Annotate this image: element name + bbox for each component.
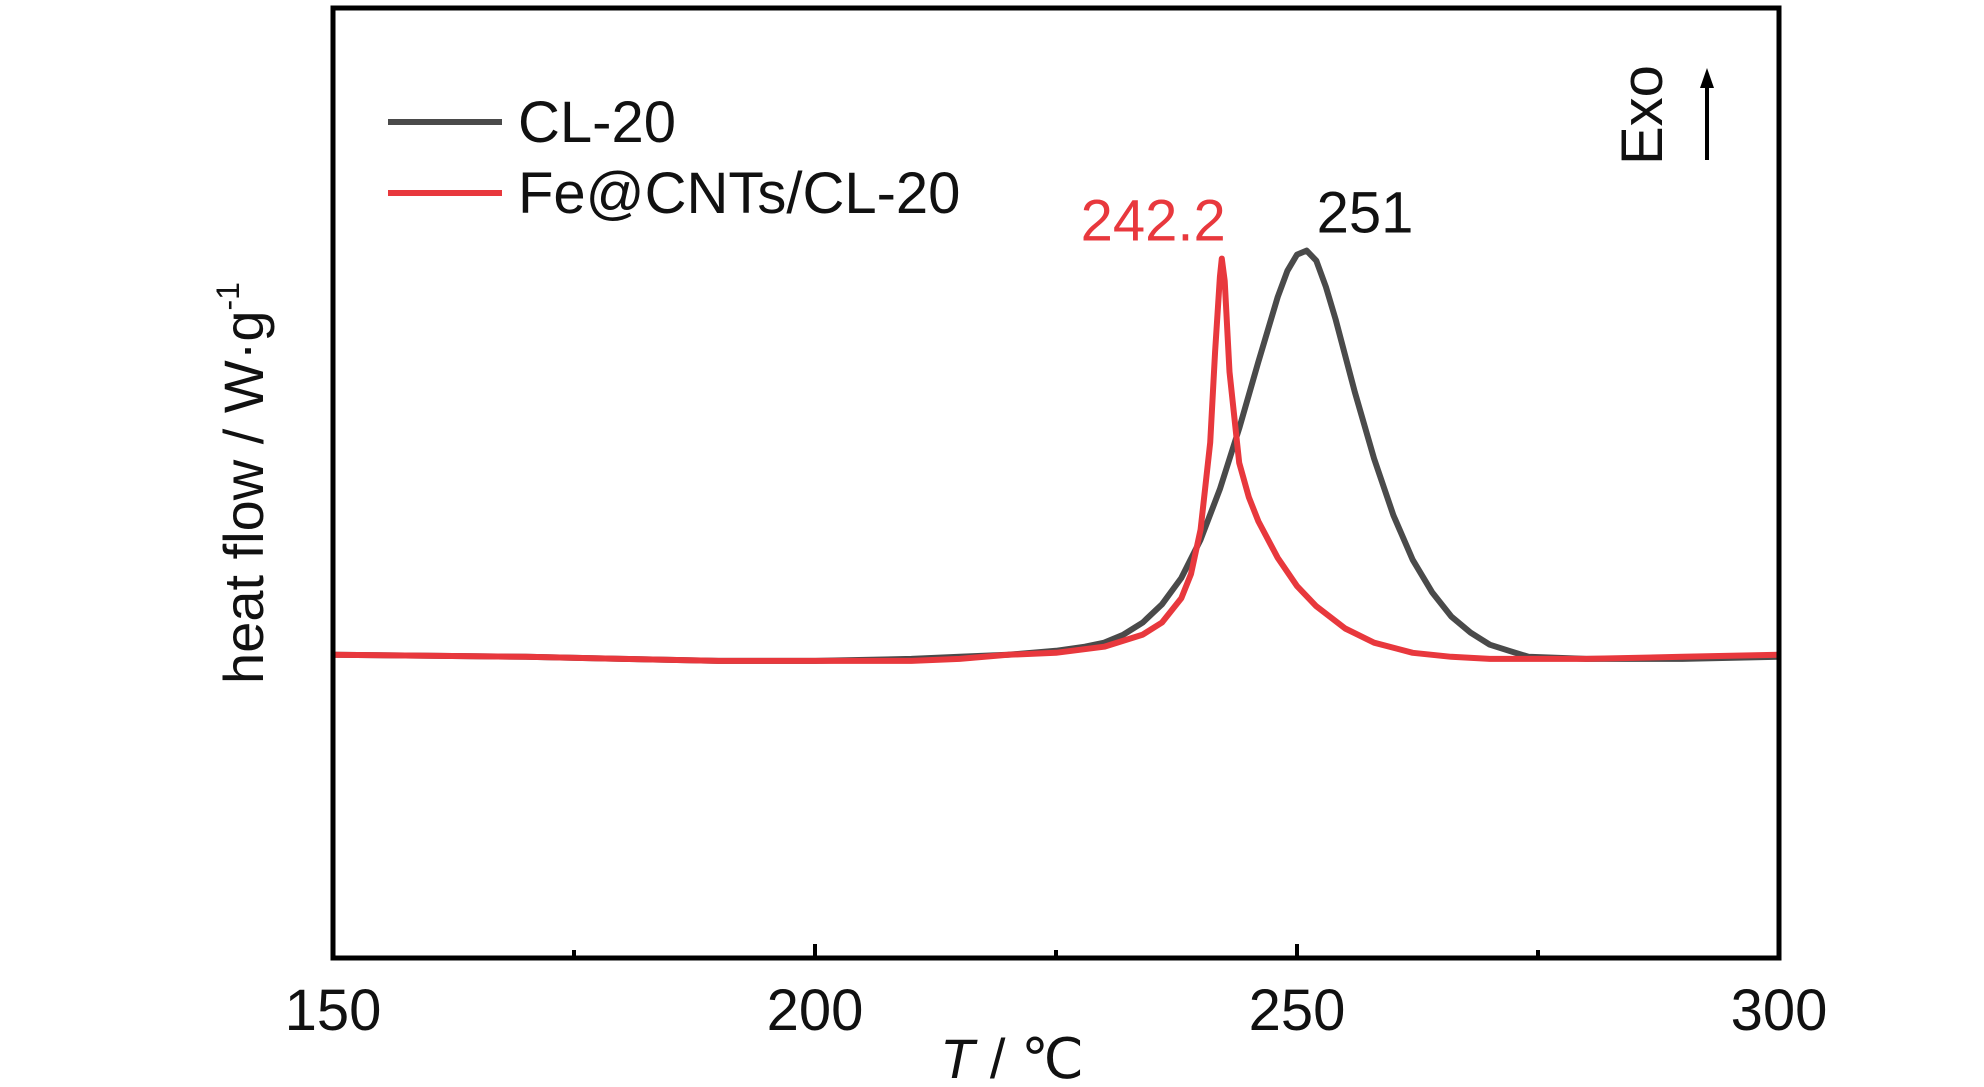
x-tick-label-150: 150 bbox=[285, 978, 382, 1043]
peak-label-0: 242.2 bbox=[1081, 189, 1226, 254]
series-line-1 bbox=[332, 255, 1780, 664]
x-tick-label-250: 250 bbox=[1249, 978, 1346, 1043]
peak-label-1: 251 bbox=[1317, 181, 1414, 246]
y-axis-label: heat flow / W·g-1 bbox=[210, 282, 275, 684]
legend: CL-20 Fe@CNTs/CL-20 bbox=[388, 90, 960, 226]
exo-indicator: Exo bbox=[1610, 65, 1714, 165]
peak-annotations: 242.2 251 bbox=[1081, 181, 1414, 254]
x-tick-label-300: 300 bbox=[1731, 978, 1828, 1043]
x-axis-ticks bbox=[331, 944, 1781, 958]
x-tick-label-200: 200 bbox=[767, 978, 864, 1043]
exo-arrow-head-icon bbox=[1700, 68, 1714, 88]
series-layer bbox=[332, 247, 1780, 664]
legend-label-cl20: CL-20 bbox=[518, 90, 676, 155]
exo-label: Exo bbox=[1610, 65, 1675, 165]
x-axis-label: T / ℃ bbox=[940, 1027, 1084, 1087]
legend-label-fe-cnts-cl20: Fe@CNTs/CL-20 bbox=[518, 161, 960, 226]
plot-background bbox=[333, 8, 1779, 958]
x-axis-tick-labels: 150 200 250 300 bbox=[285, 978, 1828, 1043]
